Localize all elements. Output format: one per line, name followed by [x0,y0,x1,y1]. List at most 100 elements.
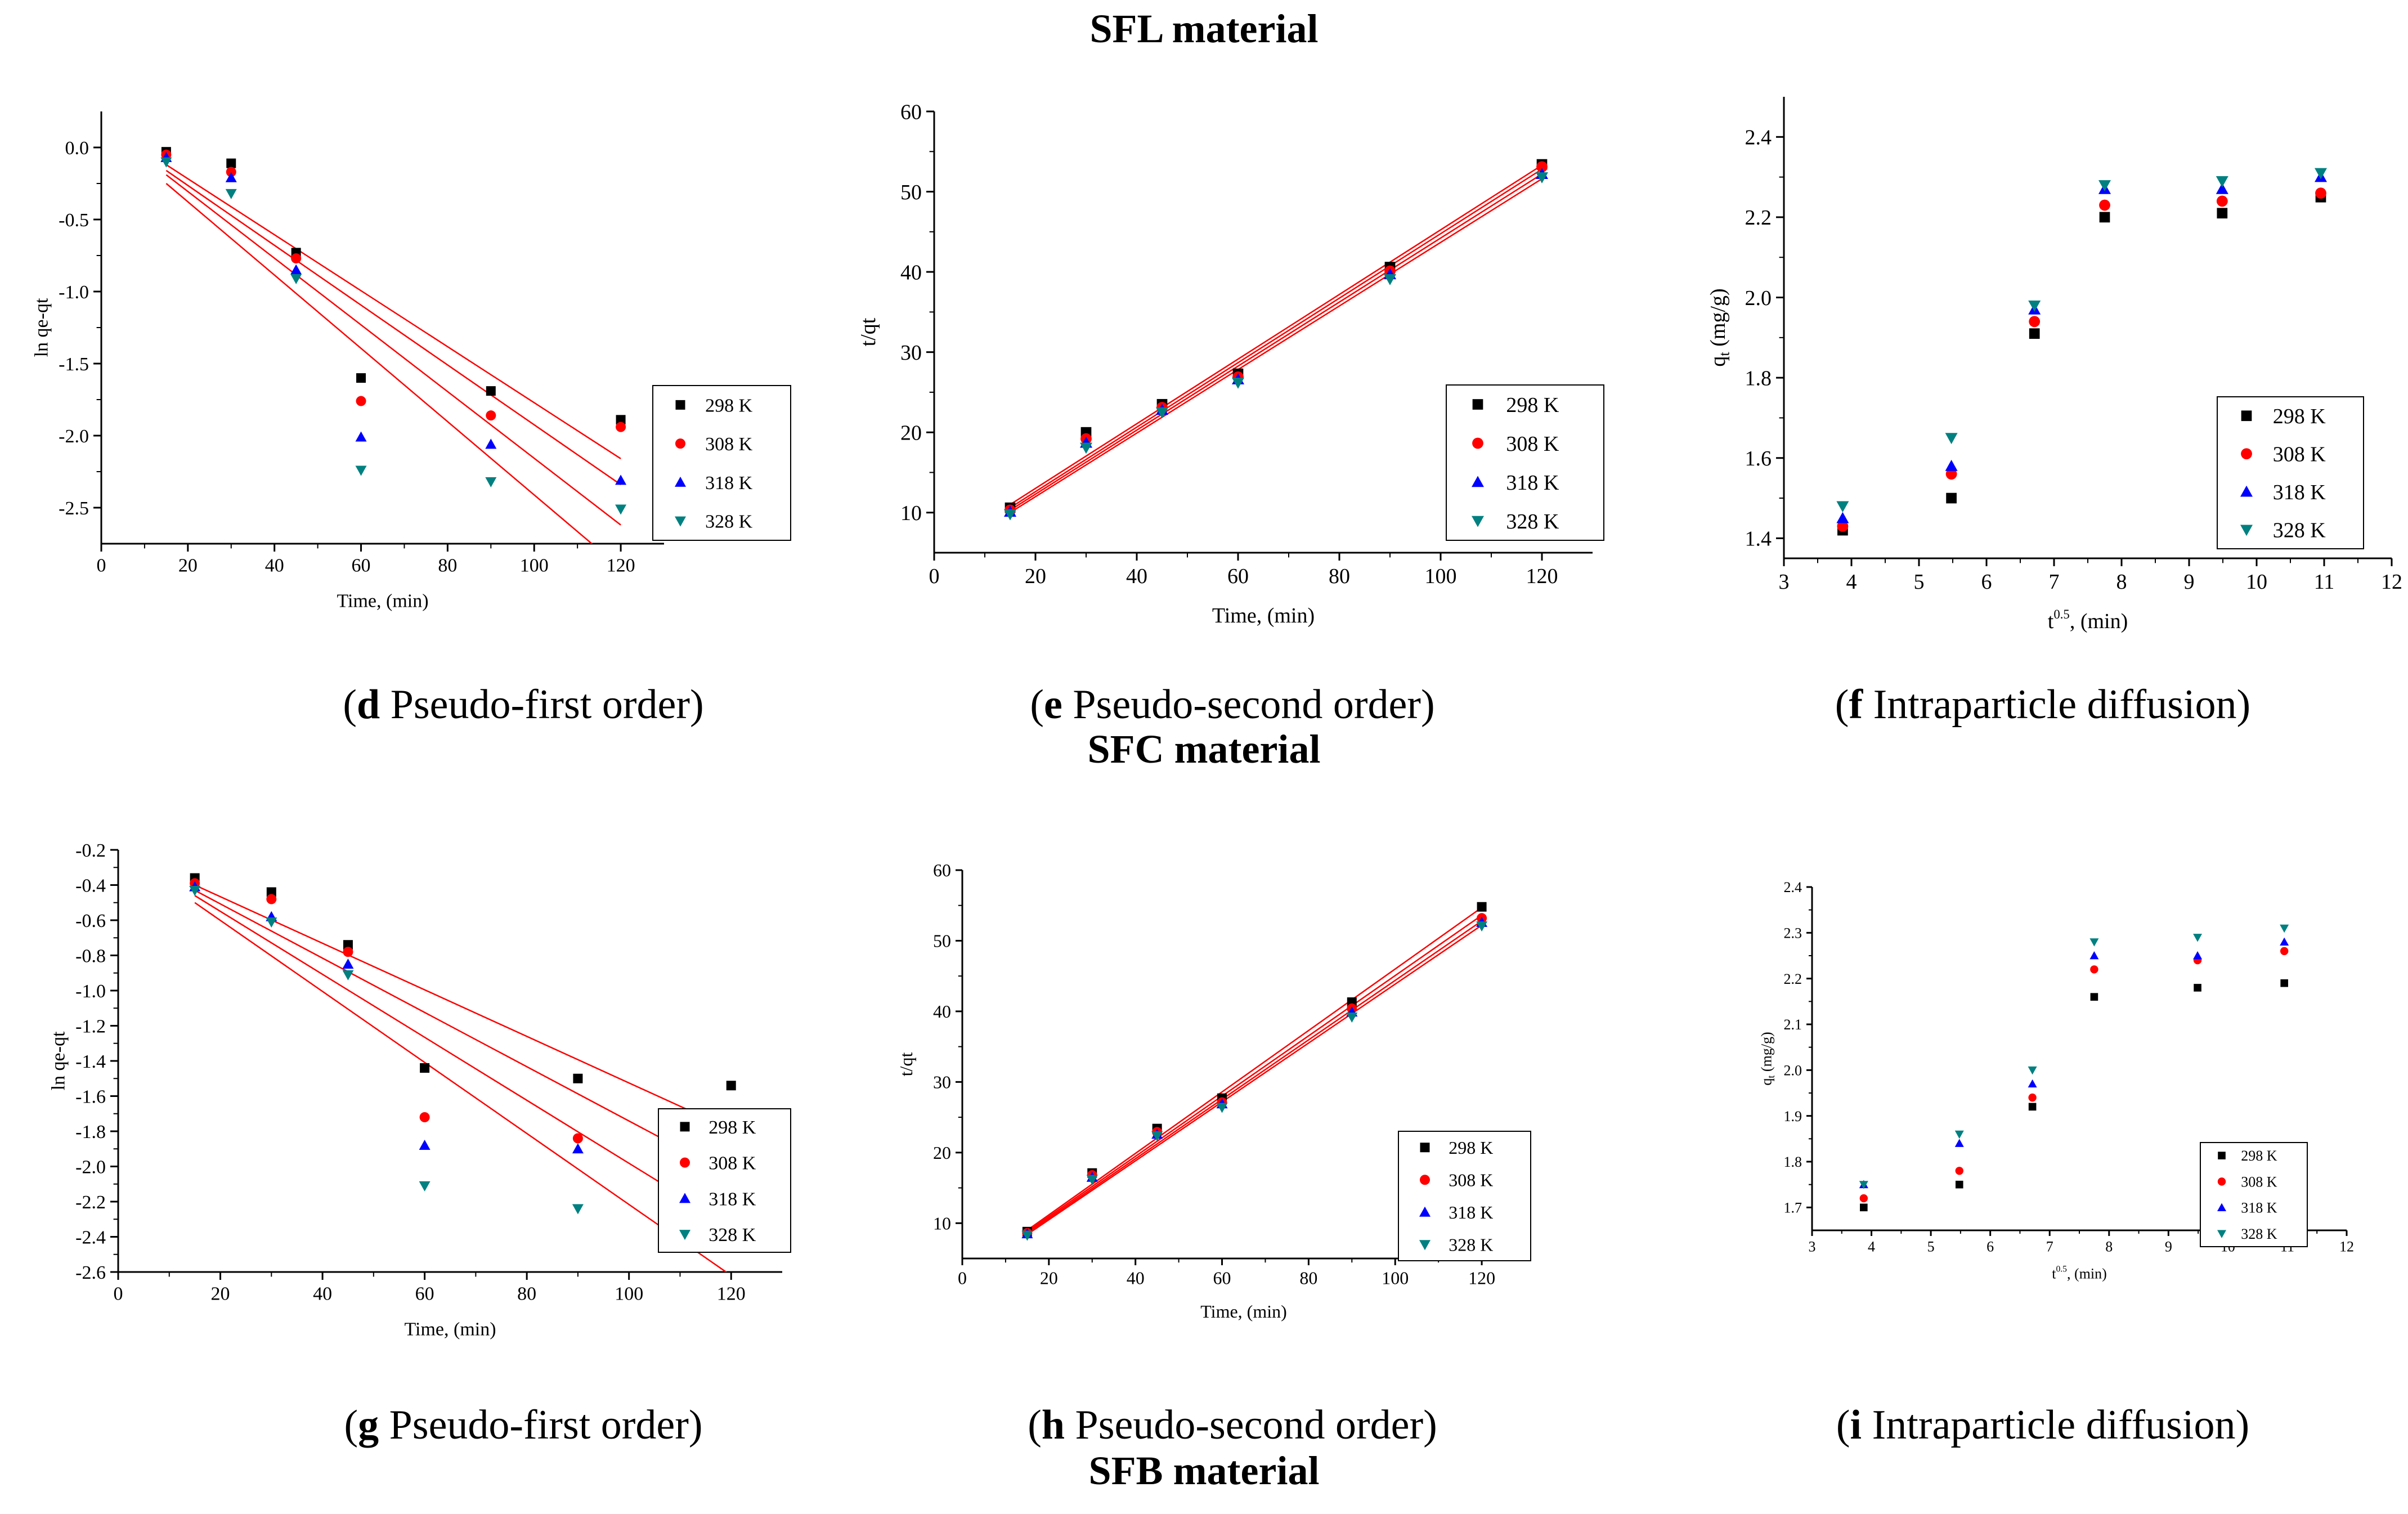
chart-f-point [2028,300,2041,312]
chart-h-point [1086,1175,1098,1185]
chart-e-legend-label: 298 K [1506,393,1559,417]
chart-h-y-tick-label: 60 [933,860,951,880]
chart-i-point [2193,951,2203,960]
chart-h-fit-line [1026,915,1482,1233]
chart-h-fit-line [1026,920,1482,1234]
chart-f-intraparticle-diffusion: 3 4 5 6 7 8 9 10 11 12 1.4 1.6 1.8 2.0 2.2 2.4 t0.5, (mi… [1706,97,2402,633]
chart-d-legend-label: 298 K [705,395,753,416]
chart-d-point [485,477,497,487]
chart-f-y-tick-label: 1.8 [1745,366,1772,390]
caption-e: (e Pseudo-second order) [1030,682,1435,728]
chart-i-x-tick-label: 7 [2046,1238,2053,1255]
chart-h-pseudo-second-order: 0 20 40 60 80 100 120 10 20 30 40 50 60 Time, (min) t/… [896,860,1531,1322]
chart-g-point [266,917,277,928]
chart-h-legend-marker [1419,1206,1431,1217]
chart-g-point [419,1112,430,1122]
chart-d-x-tick-label: 120 [607,556,635,576]
chart-f-legend-label: 308 K [2273,443,2326,467]
chart-e-point [1080,442,1092,454]
chart-h-legend-marker [1420,1175,1430,1185]
chart-g-legend-marker [679,1193,690,1203]
chart-f-legend-label: 298 K [2273,405,2326,428]
chart-d-y-tick-label: -1.0 [59,282,89,303]
chart-i-point [1859,1181,1868,1189]
chart-g-legend-label: 308 K [709,1153,756,1174]
heading-sfb: SFB material [1088,1448,1320,1493]
chart-i-y-tick-label: 2.2 [1784,971,1802,987]
chart-d-y-tick-label: -1.5 [59,354,89,375]
chart-f-legend-marker [2241,448,2252,460]
chart-h-point [1346,1012,1358,1023]
chart-i-y-tick-label: 2.3 [1784,925,1802,941]
chart-g-y-tick-label: -2.6 [75,1262,106,1283]
chart-e-point [1232,378,1244,389]
chart-d-point [485,438,497,449]
chart-d-fit-line [165,174,621,526]
chart-e-x-tick-label: 60 [1227,565,1249,588]
chart-i-y-tick-label: 1.7 [1784,1199,1802,1216]
chart-i-point [2089,951,2099,960]
chart-g-point [420,1063,430,1073]
chart-f-xlabel: t0.5, (min) [2048,607,2128,633]
chart-g-point [189,885,201,896]
chart-i-point [2028,1093,2037,1102]
chart-e-y-tick-label: 20 [900,421,922,445]
chart-d-legend-marker [675,400,685,410]
chart-g-y-tick-label: -0.2 [75,840,106,861]
chart-d-point [486,410,496,421]
chart-i-xlabel: t0.5, (min) [2052,1265,2107,1282]
chart-f-point [2216,195,2228,207]
chart-g-point [342,970,354,980]
chart-f-x-tick-label: 9 [2184,570,2195,594]
chart-d-point [160,157,172,168]
chart-d-x-tick-label: 100 [520,556,549,576]
chart-f-legend [2217,396,2364,549]
caption-h: (h Pseudo-second order) [1028,1402,1437,1448]
chart-f-point [2029,328,2040,339]
chart-i-y-tick-label: 2.1 [1784,1016,1802,1033]
chart-d-point [355,431,367,442]
chart-d-point [225,172,237,182]
chart-h-y-tick-label: 30 [933,1072,951,1092]
chart-g-pseudo-first-order: 0 20 40 60 80 100 120 -2.6 -2.4 -2.2 -2.0 -1.8 -1.6 -… [48,840,791,1340]
chart-i-x-tick-label: 12 [2339,1238,2354,1255]
chart-f-point [2217,208,2228,219]
chart-d-point [355,465,367,476]
chart-g-point [343,947,353,957]
chart-h-x-tick-label: 0 [958,1268,967,1288]
chart-e-fit-line [1010,178,1542,513]
chart-d-ylabel: ln qe-qt [31,298,52,357]
chart-e-fit-line [1010,173,1542,511]
chart-g-legend-marker [680,1122,690,1132]
chart-h-point [1476,921,1488,932]
chart-d-point [290,274,302,284]
caption-f: (f Intraparticle diffusion) [1835,682,2251,728]
chart-f-point [2315,187,2326,199]
chart-i-point [2280,979,2288,987]
chart-e-x-tick-label: 100 [1425,565,1457,588]
chart-i-point [2280,924,2289,933]
chart-h-legend-marker [1419,1240,1431,1251]
chart-h-fit-line [1026,924,1482,1235]
chart-g-point [573,1073,583,1083]
chart-d-point [290,264,302,275]
chart-e-xlabel: Time, (min) [1212,604,1315,628]
chart-h-y-tick-label: 40 [933,1001,951,1022]
chart-g-fit-line [194,895,732,1227]
chart-d-point [291,253,302,264]
chart-g-y-tick-label: -1.0 [75,981,106,1002]
chart-i-point [2280,947,2289,956]
chart-h-x-tick-label: 20 [1040,1268,1058,1288]
chart-i-intraparticle-diffusion: 34567891011121.71.81.92.02.12.22.32.4t0.… [1759,879,2354,1282]
chart-g-y-tick-label: -2.2 [75,1192,106,1213]
chart-i-point [1955,1167,1963,1175]
chart-f-x-tick-label: 12 [2381,570,2402,594]
chart-d-legend-label: 318 K [705,473,753,494]
chart-d-fit-line [165,183,593,544]
chart-g-x-tick-label: 20 [211,1284,230,1305]
chart-g-ylabel: ln qe-qt [48,1031,69,1090]
chart-i-legend-label: 298 K [2241,1148,2277,1164]
chart-e-point [1384,274,1396,285]
chart-g-fit-lines [194,884,732,1272]
chart-g-x-tick-label: 0 [114,1284,123,1305]
